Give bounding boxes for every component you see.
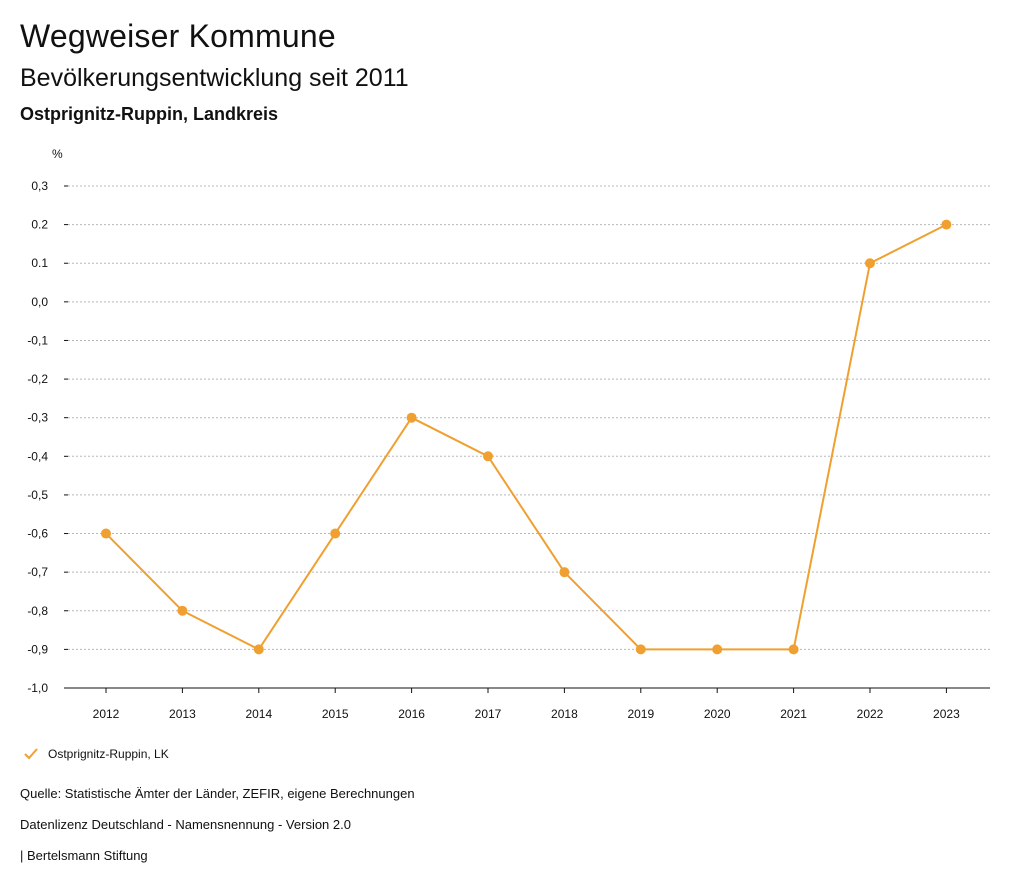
grid-lines xyxy=(68,185,990,689)
x-tick-label: 2012 xyxy=(93,707,120,721)
line-chart: % 0,3 0.2 0.1 0,0 -0,1 -0,2 -0,3 -0,4 -0,5 -0,6 -0… xyxy=(27,147,990,721)
data-point[interactable] xyxy=(788,644,799,655)
y-tick-label: -0,5 xyxy=(27,488,48,502)
y-tick-label: -0,3 xyxy=(27,411,48,425)
y-tick-label: -0,2 xyxy=(27,372,48,386)
legend-item[interactable]: Ostprignitz-Ruppin, LK xyxy=(22,746,169,762)
y-axis-ticks: 0,3 0.2 0.1 0,0 -0,1 -0,2 -0,3 -0,4 -0,5 -0,6 -0,7… xyxy=(27,179,68,695)
data-point[interactable] xyxy=(865,258,875,269)
y-tick-label: -0,8 xyxy=(27,604,48,618)
x-tick-label: 2019 xyxy=(627,707,654,721)
chart-subtitle: Bevölkerungsentwicklung seit 2011 xyxy=(20,64,409,92)
data-point[interactable] xyxy=(559,567,570,578)
data-point[interactable] xyxy=(635,644,646,655)
y-tick-label: -0,7 xyxy=(27,565,48,579)
x-tick-label: 2021 xyxy=(780,707,807,721)
x-tick-label: 2018 xyxy=(551,707,578,721)
source-note: Quelle: Statistische Ämter der Länder, Z… xyxy=(20,786,415,801)
x-tick-label: 2020 xyxy=(704,707,731,721)
x-tick-label: 2023 xyxy=(933,707,960,721)
x-tick-label: 2022 xyxy=(857,707,884,721)
y-tick-label: 0,3 xyxy=(31,179,48,193)
data-point[interactable] xyxy=(253,644,264,655)
series-ostprignitz-ruppin xyxy=(101,219,952,655)
license-note: Datenlizenz Deutschland - Namensnennung … xyxy=(20,817,351,832)
series-line xyxy=(105,223,947,651)
data-point[interactable] xyxy=(330,528,341,539)
y-tick-label: 0.1 xyxy=(31,256,48,270)
legend-label: Ostprignitz-Ruppin, LK xyxy=(48,747,169,761)
y-axis-unit-label: % xyxy=(52,147,63,161)
x-tick-label: 2015 xyxy=(322,707,349,721)
y-tick-label: 0.2 xyxy=(31,218,48,232)
y-tick-label: -0,1 xyxy=(27,333,48,347)
data-point[interactable] xyxy=(101,528,111,539)
y-tick-label: -1,0 xyxy=(27,681,48,695)
y-tick-label: -0,6 xyxy=(27,527,48,541)
x-tick-label: 2014 xyxy=(245,707,272,721)
y-tick-label: -0,4 xyxy=(27,449,48,463)
data-point[interactable] xyxy=(483,451,493,462)
x-tick-label: 2016 xyxy=(398,707,425,721)
page-title: Wegweiser Kommune xyxy=(20,18,336,54)
region-name: Ostprignitz-Ruppin, Landkreis xyxy=(20,104,279,124)
x-axis-ticks: 2012 2013 2014 2015 2016 2017 2018 2019 2020 2021… xyxy=(93,688,960,721)
y-tick-label: 0,0 xyxy=(31,295,48,309)
data-point[interactable] xyxy=(177,605,188,616)
data-point[interactable] xyxy=(406,412,417,423)
check-icon xyxy=(24,748,38,760)
data-point[interactable] xyxy=(941,219,952,230)
x-tick-label: 2013 xyxy=(169,707,196,721)
publisher-note: | Bertelsmann Stiftung xyxy=(20,848,148,863)
y-tick-label: -0,9 xyxy=(27,642,48,656)
x-tick-label: 2017 xyxy=(475,707,502,721)
data-point[interactable] xyxy=(712,644,723,655)
